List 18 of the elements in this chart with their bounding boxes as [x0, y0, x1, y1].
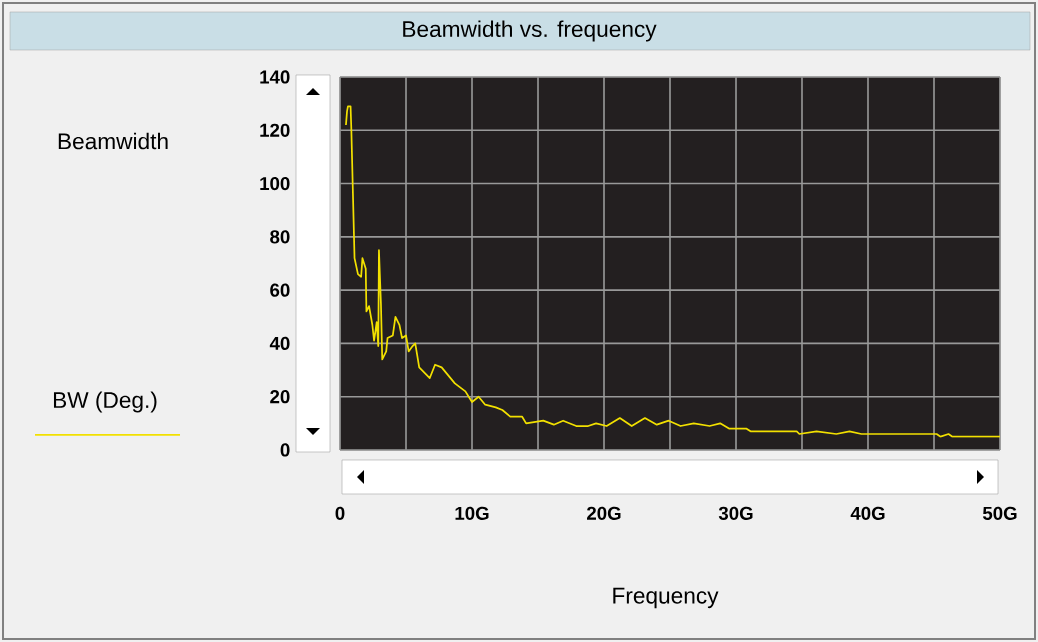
y-axis-title: Beamwidth — [58, 132, 168, 150]
chart-title: Beamwidth vs. frequency — [403, 20, 657, 42]
x-axis-title: Frequency — [613, 587, 719, 609]
x-tick-label: 0 — [335, 506, 345, 520]
x-tick-label: 30G — [718, 506, 753, 520]
y-tick-label: 140 — [260, 70, 290, 84]
y-tick-label: 80 — [270, 230, 290, 244]
y-tick-label: 40 — [269, 336, 290, 351]
text: BW (Deg.) — [53, 391, 157, 413]
y-tick-label: 20 — [270, 390, 290, 404]
y-tick-label: 0 — [280, 443, 290, 457]
x-tick-label: 20G — [587, 506, 621, 520]
x-tick-label: 40G — [850, 506, 885, 520]
y-tick-label: 60 — [270, 283, 290, 297]
y-tick-label: 120 — [260, 123, 290, 137]
y-tick-label: 100 — [260, 176, 290, 191]
x-tick-label: 50G — [982, 506, 1017, 520]
x-tick-label: 10G — [455, 506, 489, 520]
